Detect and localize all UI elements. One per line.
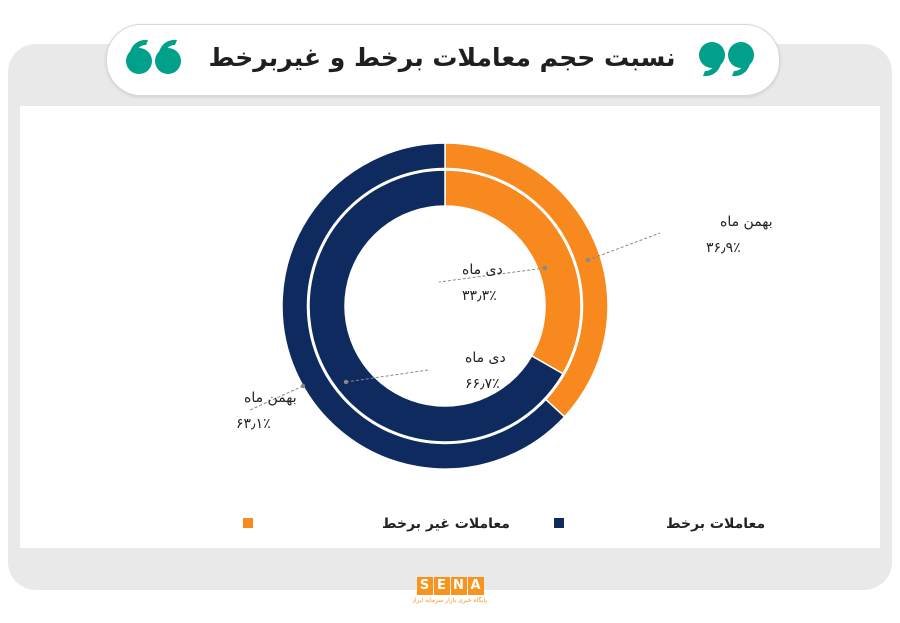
legend-swatch-online — [554, 518, 564, 528]
leader-dot — [300, 383, 306, 389]
label-dey-online-period: دی ماه — [465, 350, 506, 366]
label-dey-offline-value: ۳۳٫۳٪ — [462, 288, 497, 304]
chart-panel: بهمن ماه ۳۶٫۹٪ دی ماه ۳۳٫۳٪ دی ماه ۶۶٫۷٪… — [20, 106, 880, 548]
leader-dot — [343, 379, 349, 385]
leader-line-bahman-offline — [587, 232, 661, 261]
leader-dot — [585, 257, 591, 263]
logo-letter: A — [467, 577, 484, 595]
sena-logo: S E N A پایگاه خبری بازار سرمایه ایران — [413, 577, 487, 613]
logo-letter: S — [416, 577, 433, 595]
label-bahman-online-period: بهمن ماه — [244, 390, 297, 406]
label-dey-online-value: ۶۶٫۷٪ — [465, 376, 500, 392]
label-dey-offline-period: دی ماه — [462, 262, 503, 278]
legend-swatch-offline — [243, 518, 253, 528]
leader-dot — [542, 265, 548, 271]
chart-title: نسبت حجم معاملات برخط و غیربرخط — [208, 43, 676, 72]
legend-label-online: معاملات برخط — [666, 516, 765, 532]
close-quote-icon — [699, 42, 754, 77]
title-banner — [106, 24, 780, 96]
logo-letter: N — [450, 577, 467, 595]
logo-letter: E — [433, 577, 450, 595]
leader-line-dey-online — [345, 369, 429, 383]
logo-subtitle: پایگاه خبری بازار سرمایه ایران — [413, 597, 487, 604]
label-bahman-online-value: ۶۳٫۱٪ — [236, 416, 271, 432]
inner-ring — [308, 169, 582, 443]
label-bahman-offline-period: بهمن ماه — [720, 214, 773, 230]
legend-label-offline: معاملات غیر برخط — [382, 516, 510, 532]
label-bahman-offline-value: ۳۶٫۹٪ — [706, 240, 741, 256]
ring-separator — [306, 167, 584, 445]
donut-chart: بهمن ماه ۳۶٫۹٪ دی ماه ۳۳٫۳٪ دی ماه ۶۶٫۷٪… — [236, 142, 773, 532]
leader-line-dey-offline — [438, 267, 546, 283]
open-quote-icon — [126, 39, 181, 74]
inner-slice-online — [308, 169, 564, 443]
